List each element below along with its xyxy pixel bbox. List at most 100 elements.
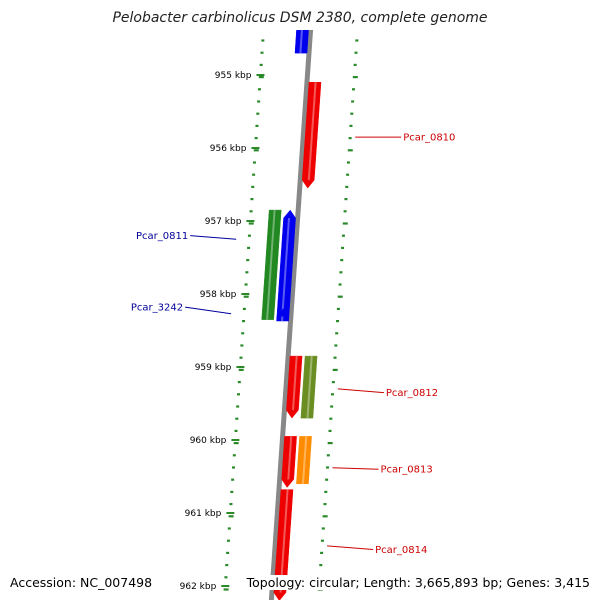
inner-ring-dot (230, 490, 234, 493)
outer-ring-dot (344, 198, 348, 201)
outer-ring-dot (351, 88, 355, 91)
outer-ring-dot (325, 466, 329, 469)
inner-ring-dot (254, 137, 258, 140)
inner-ring-dot (223, 588, 229, 591)
inner-ring-dot (245, 271, 249, 274)
outer-ring-dot (346, 173, 350, 176)
gene-label[interactable]: Pcar_0811 (136, 231, 188, 242)
gene-feature-forward[interactable] (286, 355, 303, 419)
outer-ring-dot (350, 112, 354, 115)
inner-ring-dot (235, 417, 239, 420)
outer-ring-dot (328, 429, 332, 432)
inner-ring-dot (252, 161, 256, 164)
label-leader-line (327, 545, 374, 550)
inner-ring-dot (258, 76, 264, 79)
outer-ring-dot (325, 478, 329, 481)
inner-ring-dot (240, 344, 244, 347)
inner-ring-dot (239, 356, 243, 359)
outer-ring-dot (331, 381, 335, 384)
outer-ring-dot (331, 393, 335, 396)
outer-ring-dot (327, 442, 333, 445)
gene-feature-forward[interactable] (296, 436, 312, 485)
outer-ring-dot (337, 295, 343, 298)
inner-ring-dot (253, 149, 259, 152)
gene-feature-reverse[interactable] (276, 308, 290, 322)
outer-ring-dot (326, 454, 330, 457)
label-leader-line (185, 306, 232, 315)
inner-ring-dot (249, 210, 253, 213)
outer-ring-dot (320, 539, 324, 542)
inner-ring-dot (241, 332, 245, 335)
gene-highlight (302, 436, 308, 484)
outer-ring-dot (323, 503, 327, 506)
gene-highlight (292, 356, 298, 411)
outer-ring-dot (341, 234, 345, 237)
map-title: Pelobacter carbinolicus DSM 2380, comple… (112, 10, 487, 26)
outer-ring-dot (329, 417, 333, 420)
outer-ring-dot (343, 210, 347, 213)
kbp-tick-label: 956 kbp (210, 144, 247, 154)
inner-ring-dot (250, 198, 254, 201)
inner-ring-dot (251, 185, 255, 188)
gene-label[interactable]: Pcar_0814 (375, 545, 427, 556)
inner-ring-dot (226, 539, 230, 542)
gene-highlight (306, 356, 313, 419)
gene-feature-forward[interactable] (301, 82, 322, 189)
inner-ring-dot (256, 112, 260, 115)
label-leader-line (332, 467, 379, 470)
gene-feature-forward[interactable] (300, 355, 318, 419)
inner-ring-dot (231, 478, 235, 481)
outer-ring-dot (332, 368, 338, 371)
outer-ring-dot (340, 259, 344, 262)
gene-feature-reverse[interactable] (261, 209, 282, 320)
outer-ring-dot (324, 490, 328, 493)
kbp-tick-label: 957 kbp (205, 217, 242, 227)
inner-ring-dot (252, 173, 256, 176)
inner-ring-dot (238, 368, 244, 371)
inner-ring-dot (229, 503, 233, 506)
dots-layer (223, 2, 363, 591)
inner-ring-dot (228, 515, 234, 518)
inner-ring-dot (237, 393, 241, 396)
outer-ring-dot (320, 551, 324, 554)
outer-ring-dot (342, 222, 348, 225)
inner-ring-dot (243, 295, 249, 298)
inner-ring-dot (232, 454, 236, 457)
kbp-tick-label: 960 kbp (190, 436, 227, 446)
inner-ring-dot (261, 39, 265, 42)
inner-ring-dot (255, 124, 259, 127)
outer-ring-dot (319, 564, 323, 567)
outer-ring-dot (351, 100, 355, 103)
outer-ring-dot (347, 149, 353, 152)
outer-ring-dot (336, 307, 340, 310)
accession-text: Accession: NC_007498 (8, 575, 155, 590)
inner-ring-dot (259, 63, 263, 66)
inner-ring-dot (257, 88, 261, 91)
label-leader-line (190, 235, 237, 240)
inner-ring-dot (260, 51, 264, 54)
outer-ring-dot (338, 283, 342, 286)
title-background (0, 0, 600, 30)
ticks-layer: 955 kbp 956 kbp 957 kbp 958 kbp 959 kbp 960 k… (180, 71, 265, 592)
outer-ring-dot (333, 356, 337, 359)
gene-label[interactable]: Pcar_0810 (403, 133, 455, 144)
inner-ring-dot (224, 576, 228, 579)
inner-ring-dot (227, 527, 231, 530)
outer-ring-dot (346, 161, 350, 164)
outer-ring-dot (345, 185, 349, 188)
gene-label[interactable]: Pcar_3242 (131, 303, 183, 314)
outer-ring-dot (352, 76, 358, 79)
inner-ring-dot (242, 320, 246, 323)
topology-text: Topology: circular; Length: 3,665,893 bp… (244, 575, 592, 590)
genome-backbone (268, 0, 316, 600)
inner-ring-dot (226, 551, 230, 554)
outer-ring-dot (353, 63, 357, 66)
gene-label[interactable]: Pcar_0813 (381, 465, 433, 476)
gene-highlight (307, 82, 317, 181)
outer-ring-dot (334, 344, 338, 347)
gene-label[interactable]: Pcar_0812 (386, 388, 438, 399)
gene-highlight (287, 436, 293, 480)
gene-feature-forward[interactable] (281, 436, 297, 488)
inner-ring-dot (242, 307, 246, 310)
